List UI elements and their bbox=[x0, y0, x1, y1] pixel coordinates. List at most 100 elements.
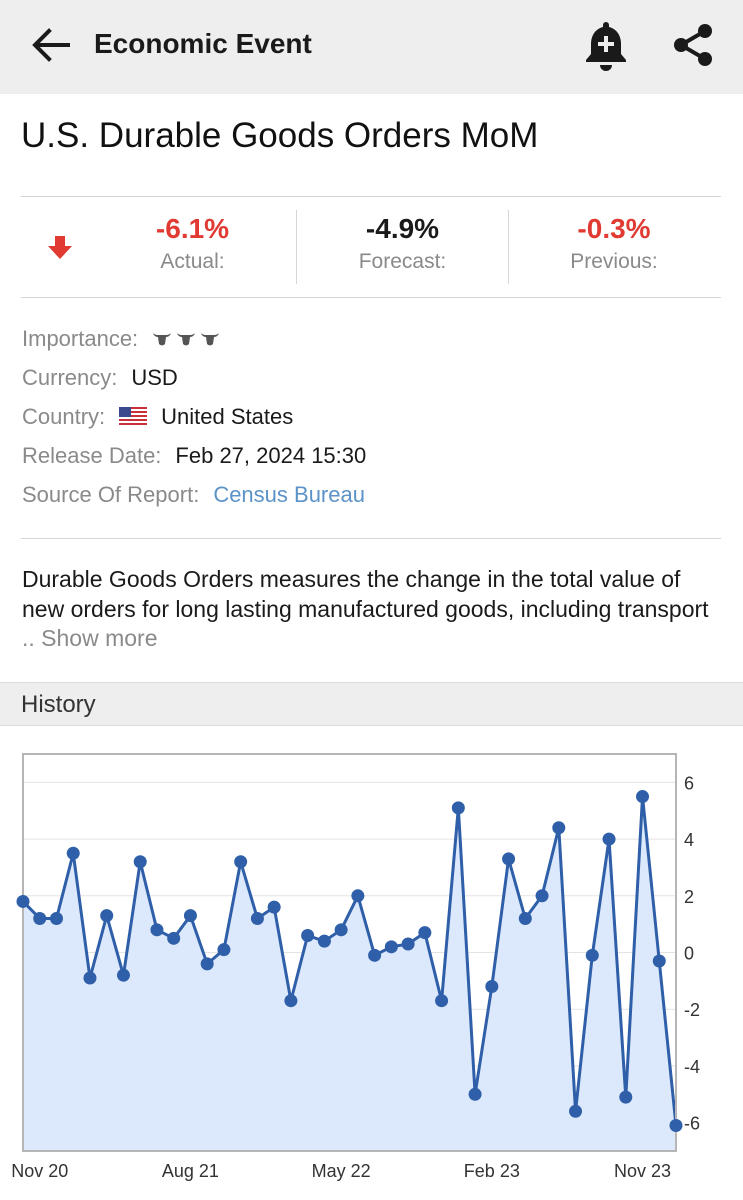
share-icon[interactable] bbox=[668, 20, 718, 70]
data-point[interactable] bbox=[485, 980, 499, 994]
y-tick-label: -6 bbox=[684, 1114, 700, 1134]
app-bar: Economic Event bbox=[0, 0, 743, 94]
bull-icon bbox=[177, 333, 196, 346]
data-point[interactable] bbox=[150, 923, 164, 937]
actual-label: Actual: bbox=[160, 250, 225, 273]
previous-stat: -0.3% Previous: bbox=[516, 212, 712, 292]
plot-border bbox=[22, 753, 677, 1152]
x-tick-label: May 22 bbox=[312, 1161, 371, 1181]
data-point[interactable] bbox=[83, 971, 97, 985]
data-point[interactable] bbox=[652, 954, 666, 968]
importance-rating bbox=[152, 331, 220, 347]
page-title: Economic Event bbox=[94, 28, 312, 59]
data-point[interactable] bbox=[602, 832, 616, 846]
data-point[interactable] bbox=[502, 852, 516, 866]
y-tick-label: 4 bbox=[684, 830, 694, 850]
release-date-label: Release Date: bbox=[22, 443, 162, 468]
data-point[interactable] bbox=[535, 889, 549, 903]
series-line bbox=[21, 795, 678, 1126]
data-point[interactable] bbox=[183, 909, 197, 923]
importance-row: Importance: bbox=[22, 326, 220, 352]
bell-plus-icon[interactable] bbox=[582, 18, 630, 72]
data-point[interactable] bbox=[66, 846, 80, 860]
importance-label: Importance: bbox=[22, 326, 139, 351]
data-point[interactable] bbox=[585, 948, 599, 962]
y-tick-label: -2 bbox=[684, 1000, 700, 1020]
y-tick-label: 0 bbox=[684, 944, 694, 964]
data-point[interactable] bbox=[317, 934, 331, 948]
history-chart[interactable]: 6 4 2 0 -2 -4 -6 Nov 20 Aug 21 May 22 Feb 23 Nov 23 bbox=[0, 740, 743, 1200]
data-point[interactable] bbox=[116, 968, 130, 982]
actual-value: -6.1% bbox=[155, 213, 230, 244]
data-point[interactable] bbox=[351, 889, 365, 903]
down-arrow-icon bbox=[48, 236, 72, 259]
data-point[interactable] bbox=[552, 821, 566, 835]
source-row: Source Of Report: Census Bureau bbox=[22, 482, 365, 508]
data-point[interactable] bbox=[284, 994, 298, 1008]
arrow-left-icon[interactable] bbox=[28, 22, 74, 68]
data-point[interactable] bbox=[217, 943, 231, 957]
us-flag-icon bbox=[119, 407, 148, 427]
data-point[interactable] bbox=[384, 940, 398, 954]
data-point[interactable] bbox=[250, 911, 264, 925]
x-tick-label: Aug 21 bbox=[162, 1161, 219, 1181]
divider bbox=[21, 538, 721, 539]
data-point[interactable] bbox=[451, 801, 465, 815]
data-point[interactable] bbox=[418, 926, 432, 940]
bull-icon bbox=[153, 333, 172, 346]
event-description: Durable Goods Orders measures the change… bbox=[22, 565, 722, 654]
previous-label: Previous: bbox=[570, 250, 658, 273]
data-point[interactable] bbox=[468, 1087, 482, 1101]
x-tick-label: Feb 23 bbox=[464, 1161, 520, 1181]
divider bbox=[21, 196, 721, 197]
data-point[interactable] bbox=[301, 928, 315, 942]
actual-stat: -6.1% Actual: bbox=[95, 212, 290, 292]
currency-label: Currency: bbox=[22, 365, 118, 390]
data-point[interactable] bbox=[619, 1090, 633, 1104]
data-point[interactable] bbox=[518, 911, 532, 925]
data-point[interactable] bbox=[100, 909, 114, 923]
data-point[interactable] bbox=[234, 855, 248, 869]
history-header: History bbox=[21, 691, 96, 718]
data-point[interactable] bbox=[435, 994, 449, 1008]
series-area bbox=[23, 796, 676, 1151]
show-more-link[interactable]: Show more bbox=[41, 625, 158, 651]
data-point[interactable] bbox=[569, 1104, 583, 1118]
data-point[interactable] bbox=[200, 957, 214, 971]
data-point[interactable] bbox=[368, 948, 382, 962]
data-point[interactable] bbox=[636, 790, 650, 804]
forecast-stat: -4.9% Forecast: bbox=[305, 212, 500, 292]
data-point[interactable] bbox=[267, 900, 281, 914]
data-point[interactable] bbox=[33, 911, 47, 925]
data-point[interactable] bbox=[334, 923, 348, 937]
forecast-value: -4.9% bbox=[365, 213, 440, 244]
x-tick-label: Nov 23 bbox=[614, 1161, 671, 1181]
data-point[interactable] bbox=[167, 931, 181, 945]
y-tick-label: 2 bbox=[684, 887, 694, 907]
currency-value: USD bbox=[131, 365, 178, 390]
release-date-value: Feb 27, 2024 15:30 bbox=[175, 443, 367, 468]
data-point[interactable] bbox=[49, 911, 63, 925]
divider bbox=[21, 297, 721, 298]
data-point[interactable] bbox=[16, 894, 30, 908]
release-date-row: Release Date: Feb 27, 2024 15:30 bbox=[22, 443, 366, 469]
currency-row: Currency: USD bbox=[22, 365, 178, 391]
history-section-header: History bbox=[0, 682, 743, 726]
forecast-label: Forecast: bbox=[358, 250, 447, 273]
country-value: United States bbox=[161, 404, 294, 429]
description-text: Durable Goods Orders measures the change… bbox=[22, 566, 709, 622]
data-point[interactable] bbox=[669, 1118, 683, 1132]
country-row: Country: United States bbox=[22, 404, 293, 430]
event-title: U.S. Durable Goods Orders MoM bbox=[21, 116, 539, 155]
stat-separator bbox=[296, 210, 297, 284]
source-label: Source Of Report: bbox=[22, 482, 200, 507]
previous-value: -0.3% bbox=[577, 213, 651, 244]
bull-icon bbox=[201, 333, 220, 346]
source-link[interactable]: Census Bureau bbox=[213, 482, 365, 507]
y-tick-label: 6 bbox=[684, 773, 694, 793]
country-label: Country: bbox=[22, 404, 106, 429]
description-ellipsis: .. bbox=[22, 625, 42, 651]
x-tick-label: Nov 20 bbox=[11, 1161, 68, 1181]
data-point[interactable] bbox=[133, 855, 147, 869]
data-point[interactable] bbox=[401, 937, 415, 951]
